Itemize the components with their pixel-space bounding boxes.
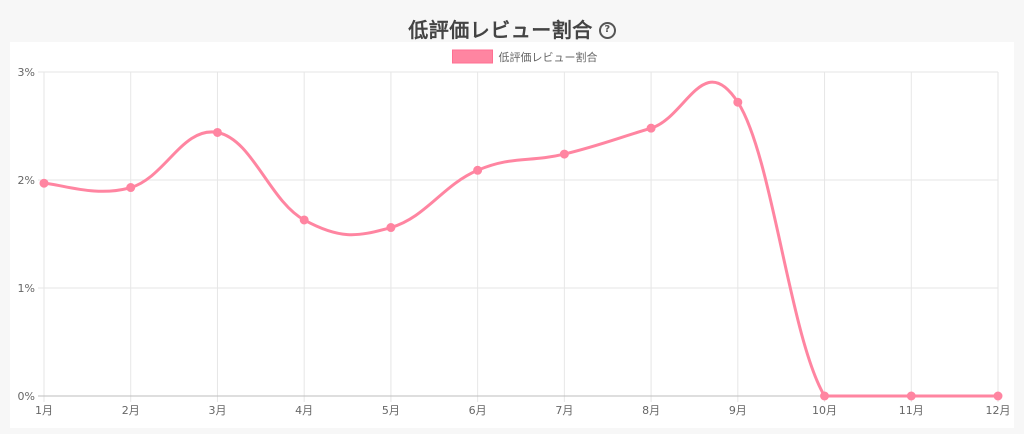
plot-panel: 0% 1% 2% 3% 1月 2月 3月 4月 5月 6月 7月 8月 9月 10月 11月 12月 低評価レビ…	[10, 42, 1014, 428]
x-tick-label: 12月	[986, 404, 1011, 417]
data-point[interactable]	[559, 149, 569, 159]
data-point[interactable]	[733, 97, 743, 107]
data-point[interactable]	[993, 391, 1003, 401]
data-point[interactable]	[906, 391, 916, 401]
chart-title: 低評価レビュー割合	[408, 17, 593, 42]
title-row: 低評価レビュー割合 ?	[0, 12, 1024, 44]
data-point[interactable]	[299, 215, 309, 225]
x-tick-label: 10月	[812, 404, 837, 417]
line-chart: 0% 1% 2% 3% 1月 2月 3月 4月 5月 6月 7月 8月 9月 10月 11月 12月 低評価レビ…	[18, 49, 1011, 417]
x-tick-label: 11月	[899, 404, 924, 417]
y-tick-label: 3%	[18, 66, 35, 79]
x-tick-label: 5月	[382, 404, 400, 417]
y-tick-label: 2%	[18, 174, 35, 187]
y-tick-label: 1%	[18, 282, 35, 295]
legend-swatch[interactable]	[452, 49, 493, 64]
y-tick-label: 0%	[18, 390, 35, 403]
data-point[interactable]	[820, 391, 830, 401]
data-point[interactable]	[212, 127, 222, 137]
data-point[interactable]	[473, 165, 483, 175]
question-circle-icon[interactable]: ?	[598, 21, 616, 39]
x-tick-label: 2月	[122, 404, 140, 417]
x-tick-label: 1月	[35, 404, 53, 417]
series-line	[43, 80, 998, 398]
x-tick-label: 7月	[555, 404, 573, 417]
x-tick-label: 6月	[469, 404, 487, 417]
data-point[interactable]	[39, 178, 49, 188]
data-point[interactable]	[126, 183, 136, 193]
legend-label[interactable]: 低評価レビュー割合	[499, 50, 598, 64]
data-point[interactable]	[386, 223, 396, 233]
x-tick-label: 8月	[642, 404, 660, 417]
x-tick-label: 3月	[208, 404, 226, 417]
x-tick-label: 9月	[729, 404, 747, 417]
x-tick-label: 4月	[295, 404, 313, 417]
data-point[interactable]	[646, 123, 656, 133]
